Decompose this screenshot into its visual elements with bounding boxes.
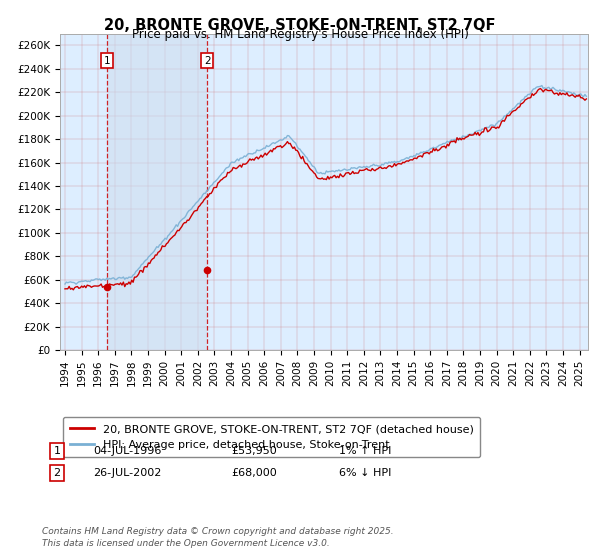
- Text: 2: 2: [53, 468, 61, 478]
- Text: 1% ↑ HPI: 1% ↑ HPI: [339, 446, 391, 456]
- Text: Price paid vs. HM Land Registry's House Price Index (HPI): Price paid vs. HM Land Registry's House …: [131, 28, 469, 41]
- Text: 26-JUL-2002: 26-JUL-2002: [93, 468, 161, 478]
- Legend: 20, BRONTE GROVE, STOKE-ON-TRENT, ST2 7QF (detached house), HPI: Average price, : 20, BRONTE GROVE, STOKE-ON-TRENT, ST2 7Q…: [63, 417, 481, 457]
- Bar: [107, 34, 207, 350]
- Text: Contains HM Land Registry data © Crown copyright and database right 2025.
This d: Contains HM Land Registry data © Crown c…: [42, 527, 394, 548]
- Text: 20, BRONTE GROVE, STOKE-ON-TRENT, ST2 7QF: 20, BRONTE GROVE, STOKE-ON-TRENT, ST2 7Q…: [104, 18, 496, 33]
- Text: 1: 1: [53, 446, 61, 456]
- Text: 04-JUL-1996: 04-JUL-1996: [93, 446, 161, 456]
- Text: £53,950: £53,950: [231, 446, 277, 456]
- Text: 1: 1: [104, 55, 110, 66]
- Text: 6% ↓ HPI: 6% ↓ HPI: [339, 468, 391, 478]
- Text: 2: 2: [204, 55, 211, 66]
- Text: £68,000: £68,000: [231, 468, 277, 478]
